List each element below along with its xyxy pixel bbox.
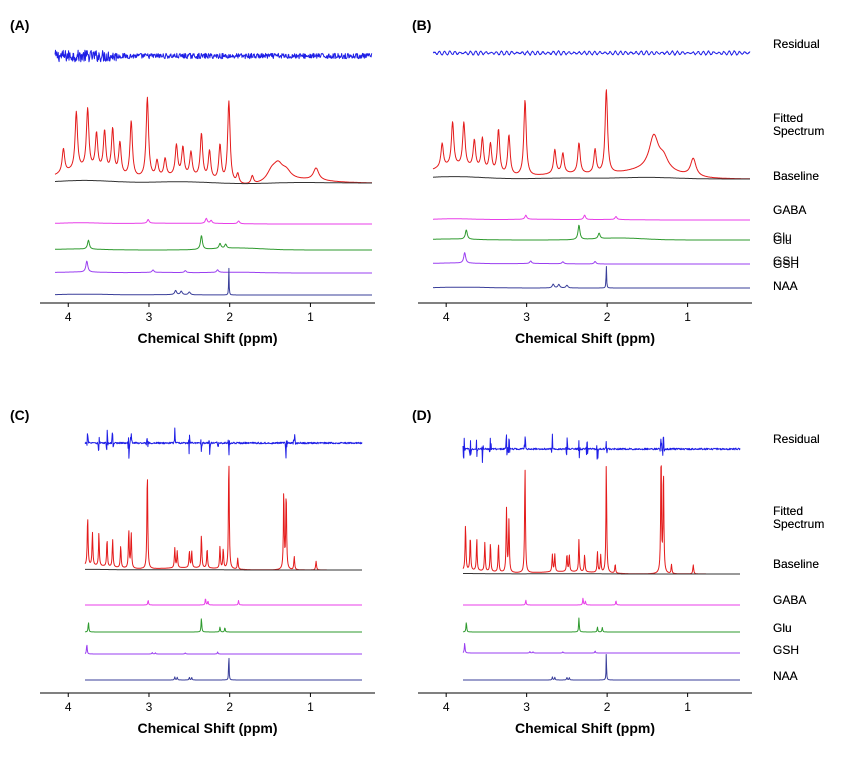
series-label: GABA bbox=[773, 593, 806, 607]
tick-label: 2 bbox=[604, 700, 611, 714]
tick-label: 1 bbox=[684, 700, 691, 714]
panel-label: (D) bbox=[412, 407, 431, 423]
series-label: Glu bbox=[773, 233, 792, 247]
trace-naa bbox=[462, 654, 741, 681]
series-label: Fitted bbox=[773, 504, 803, 518]
tick-label: 4 bbox=[65, 310, 72, 324]
series-label: Fitted bbox=[773, 111, 803, 125]
panel-label: (C) bbox=[10, 407, 29, 423]
trace-residual bbox=[462, 433, 741, 463]
x-axis-title: Chemical Shift (ppm) bbox=[515, 720, 655, 736]
series-label: Spectrum bbox=[773, 517, 824, 531]
series-label: Residual bbox=[773, 432, 820, 446]
tick-label: 2 bbox=[604, 310, 611, 324]
trace-gaba bbox=[84, 598, 363, 606]
series-label: GABA bbox=[773, 593, 806, 607]
trace-residual bbox=[54, 49, 373, 63]
series-label: NAA bbox=[773, 669, 798, 683]
series-label: GABA bbox=[773, 203, 806, 217]
trace-naa bbox=[433, 266, 750, 289]
trace-fitted-spectrum bbox=[54, 96, 372, 184]
tick-label: 2 bbox=[226, 310, 233, 324]
trace-fitted-spectrum bbox=[462, 465, 741, 575]
panel-label: (B) bbox=[412, 17, 431, 33]
series-label: NAA bbox=[773, 279, 798, 293]
tick-label: 3 bbox=[146, 310, 153, 324]
series-label: Residual bbox=[773, 432, 820, 446]
series-label: Residual bbox=[773, 37, 820, 51]
series-label: Baseline bbox=[773, 557, 819, 571]
trace-residual bbox=[84, 427, 363, 459]
tick-label: 3 bbox=[523, 700, 530, 714]
trace-baseline bbox=[433, 176, 750, 180]
trace-fitted-spectrum bbox=[432, 89, 750, 180]
tick-label: 4 bbox=[65, 700, 72, 714]
tick-label: 3 bbox=[523, 310, 530, 324]
trace-baseline bbox=[55, 179, 372, 185]
series-label: NAA bbox=[773, 279, 798, 293]
series-label: Spectrum bbox=[773, 124, 824, 138]
tick-label: 1 bbox=[307, 700, 314, 714]
x-axis-title: Chemical Shift (ppm) bbox=[515, 330, 655, 346]
trace-baseline bbox=[84, 568, 363, 571]
tick-label: 1 bbox=[684, 310, 691, 324]
trace-glu bbox=[462, 617, 741, 633]
series-label: Glu bbox=[773, 621, 792, 635]
series-label: NAA bbox=[773, 669, 798, 683]
trace-gsh bbox=[462, 643, 741, 654]
series-label: GSH bbox=[773, 254, 799, 268]
trace-gsh bbox=[433, 252, 750, 265]
series-label: GSH bbox=[773, 643, 799, 657]
trace-naa bbox=[84, 657, 363, 681]
trace-residual bbox=[432, 50, 751, 56]
trace-naa bbox=[55, 267, 372, 296]
series-label: Baseline bbox=[773, 557, 819, 571]
trace-glu bbox=[433, 224, 750, 241]
series-label: Spectrum bbox=[773, 124, 824, 138]
series-label: Fitted bbox=[773, 111, 803, 125]
trace-glu bbox=[55, 235, 372, 251]
tick-label: 1 bbox=[307, 310, 314, 324]
tick-label: 3 bbox=[146, 700, 153, 714]
trace-gsh bbox=[84, 644, 363, 655]
series-label: Glu bbox=[773, 230, 792, 244]
trace-gaba bbox=[433, 214, 750, 221]
series-label: Residual bbox=[773, 37, 820, 51]
series-label: Glu bbox=[773, 621, 792, 635]
series-label: GABA bbox=[773, 203, 806, 217]
series-label: Fitted bbox=[773, 504, 803, 518]
series-label: Baseline bbox=[773, 169, 819, 183]
tick-label: 2 bbox=[226, 700, 233, 714]
trace-gaba bbox=[462, 597, 741, 606]
panel-label: (A) bbox=[10, 17, 29, 33]
x-axis-title: Chemical Shift (ppm) bbox=[137, 720, 277, 736]
trace-glu bbox=[84, 618, 363, 633]
tick-label: 4 bbox=[443, 310, 450, 324]
x-axis-title: Chemical Shift (ppm) bbox=[137, 330, 277, 346]
series-label: Spectrum bbox=[773, 517, 824, 531]
trace-gaba bbox=[55, 217, 372, 225]
series-label: GSH bbox=[773, 643, 799, 657]
trace-fitted-spectrum bbox=[84, 465, 363, 571]
trace-gsh bbox=[55, 260, 372, 274]
series-label: GSH bbox=[773, 257, 799, 271]
tick-label: 4 bbox=[443, 700, 450, 714]
series-label: Baseline bbox=[773, 169, 819, 183]
trace-baseline bbox=[462, 573, 741, 575]
